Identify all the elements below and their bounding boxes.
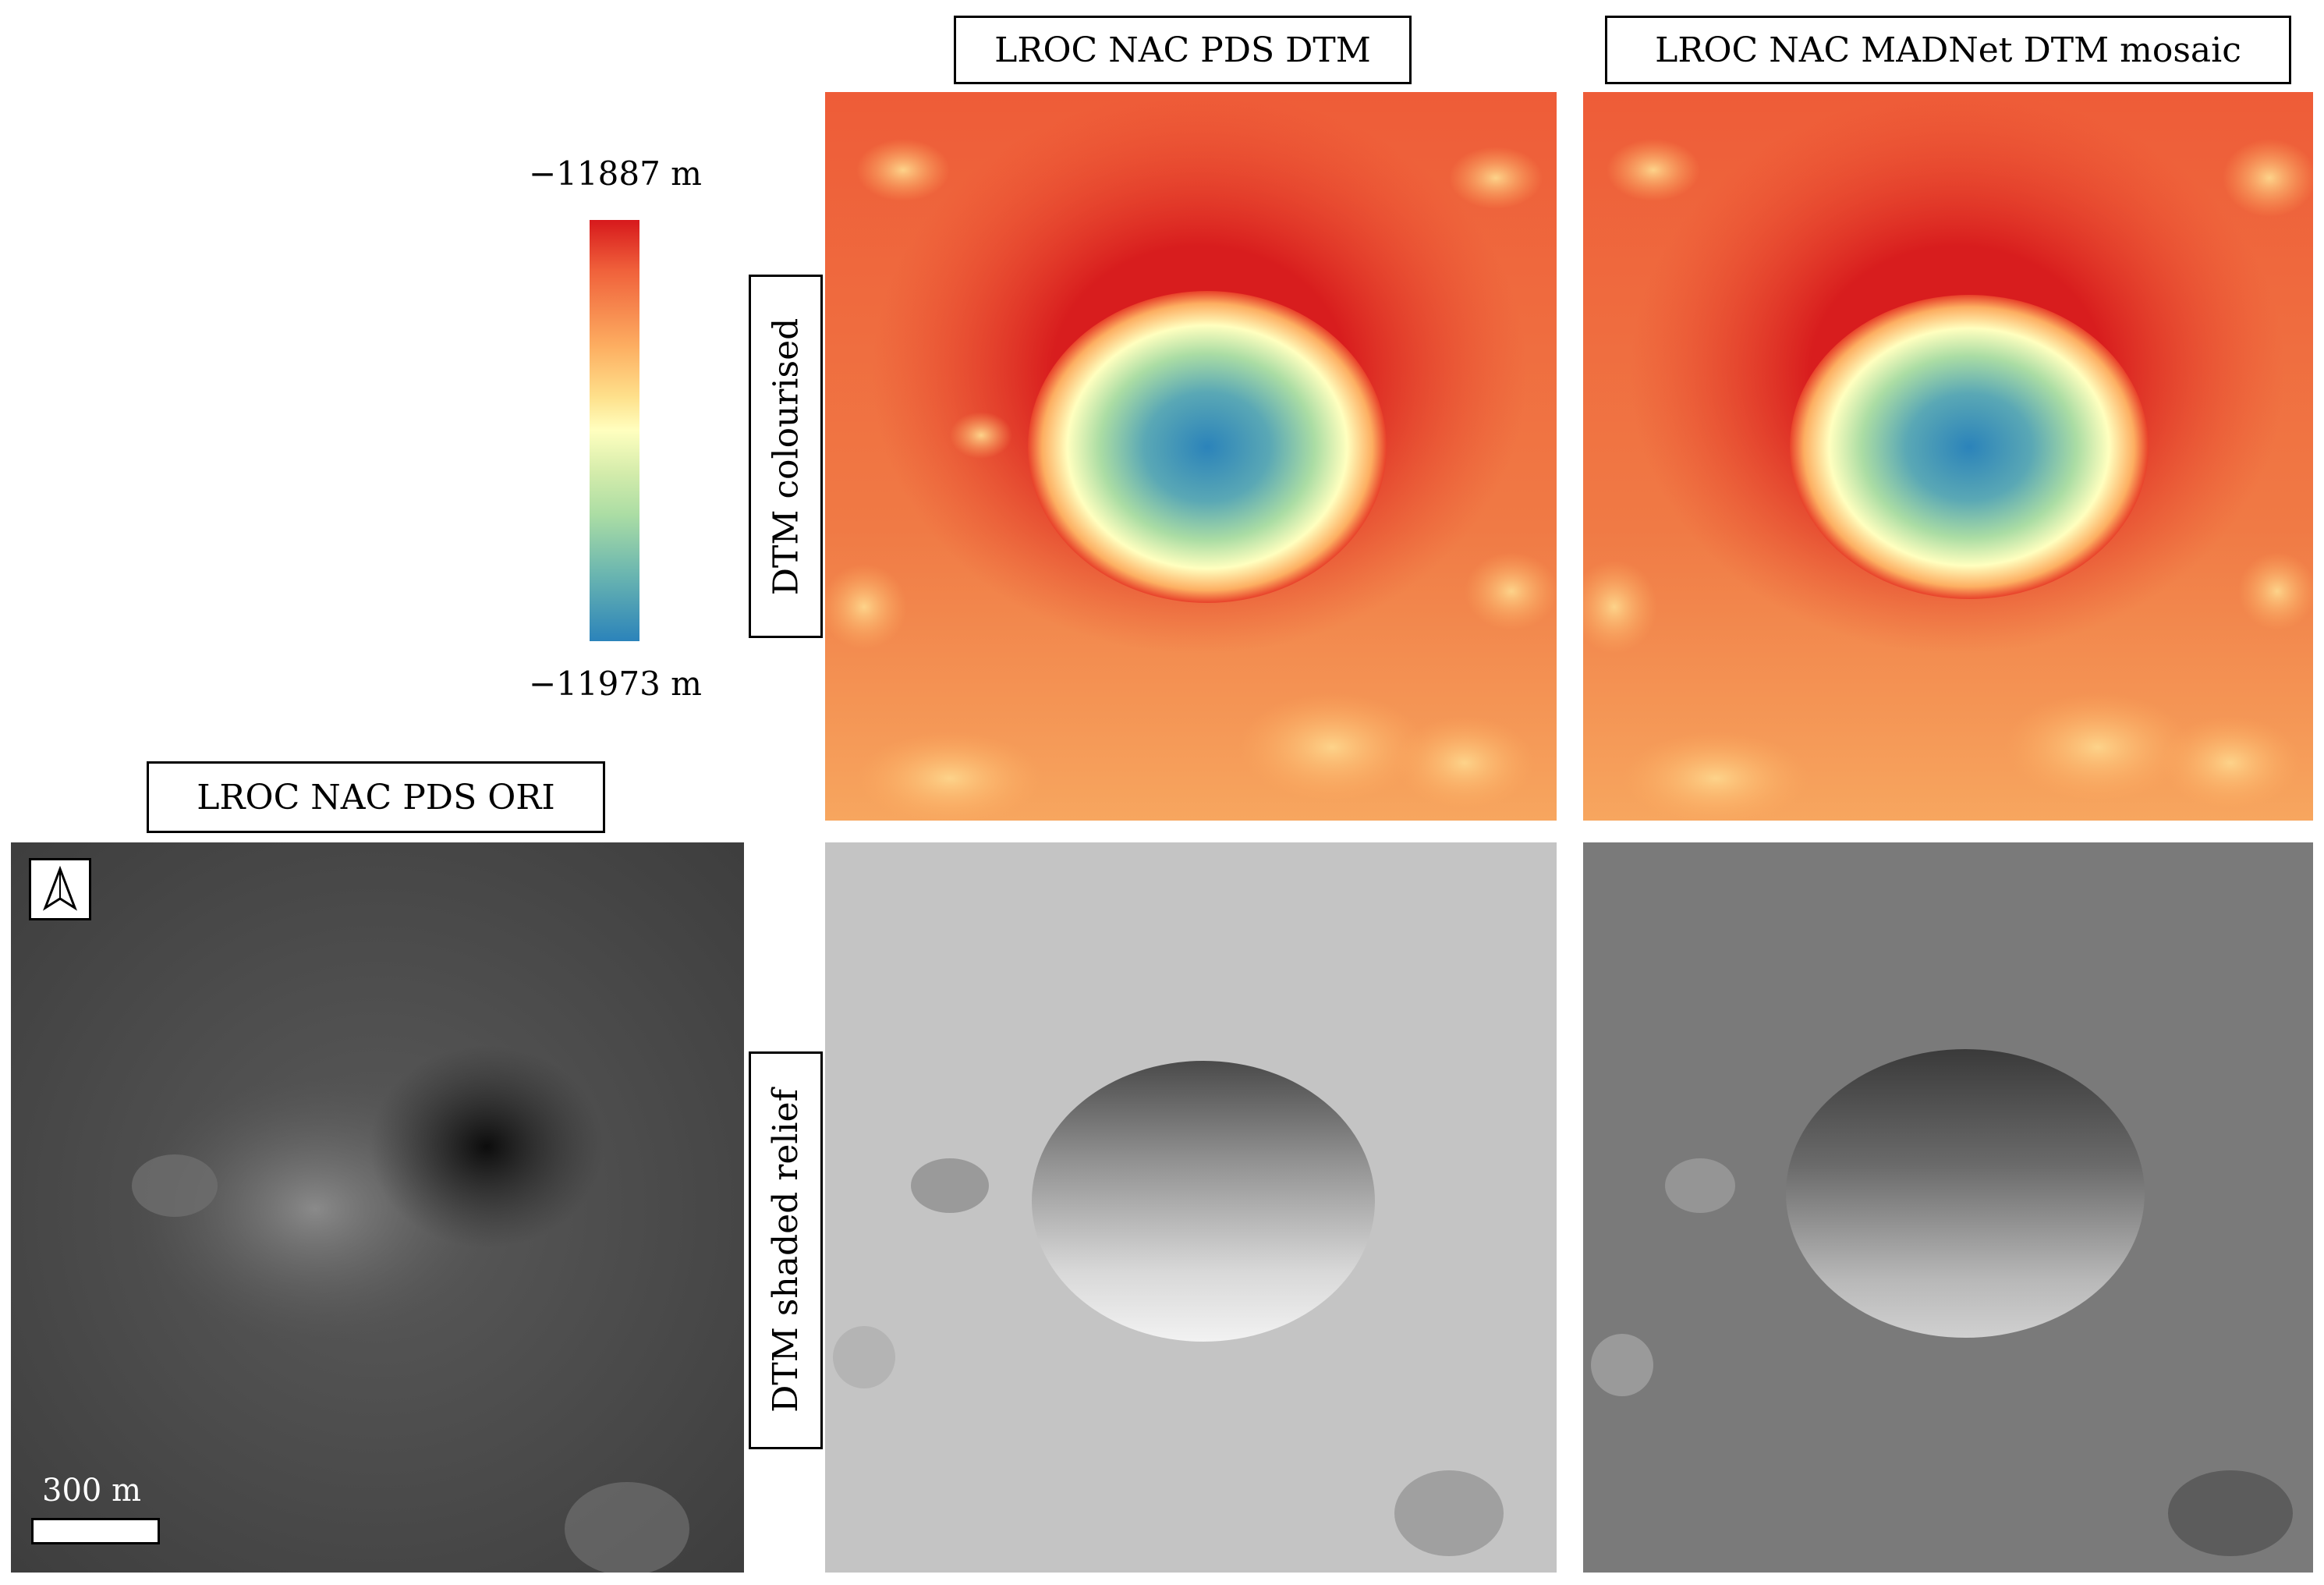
pds-dtm-colourised-map [825, 92, 1557, 821]
madnet-dtm-shaded-relief [1583, 842, 2313, 1573]
title-madnet-dtm: LROC NAC MADNet DTM mosaic [1605, 16, 2291, 84]
title-pds-ori: LROC NAC PDS ORI [147, 761, 605, 833]
row-label-shaded-relief: DTM shaded relief [749, 1051, 823, 1449]
scale-bar [31, 1518, 160, 1544]
madnet-dtm-colourised-map [1583, 92, 2313, 821]
title-pds-dtm: LROC NAC PDS DTM [954, 16, 1412, 84]
pds-ori-image [11, 842, 744, 1573]
colorbar [590, 220, 639, 641]
pds-dtm-shaded-relief [825, 842, 1557, 1573]
colorbar-min-label: −11973 m [529, 665, 702, 703]
row-label-colourised: DTM colourised [749, 275, 823, 638]
colorbar-max-label: −11887 m [529, 154, 702, 193]
scale-bar-label: 300 m [42, 1473, 141, 1509]
north-arrow-icon [29, 858, 91, 920]
